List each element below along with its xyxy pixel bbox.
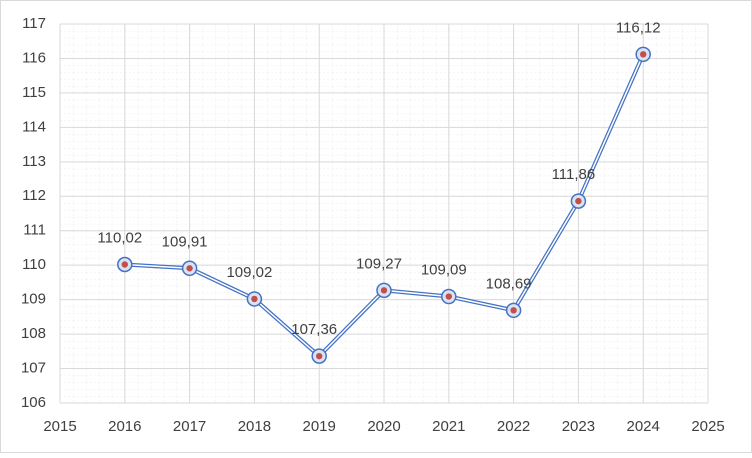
marker-dot — [445, 293, 452, 300]
x-tick-label: 2025 — [691, 418, 724, 435]
y-tick-label: 114 — [22, 118, 46, 135]
marker-dot — [380, 287, 388, 294]
x-tick-label: 2024 — [627, 418, 660, 435]
y-tick-label: 110 — [22, 256, 46, 273]
x-tick-label: 2019 — [303, 418, 336, 435]
data-label: 111,86 — [552, 166, 596, 183]
data-label: 109,27 — [356, 255, 402, 272]
x-tick-label: 2016 — [108, 418, 141, 435]
x-tick-label: 2017 — [173, 418, 206, 435]
marker-dot — [640, 51, 647, 58]
y-tick-label: 113 — [22, 153, 46, 170]
marker-dot — [510, 307, 517, 314]
y-tick-label: 109 — [21, 291, 46, 308]
y-tick-label: 115 — [22, 84, 46, 101]
data-label: 108,69 — [486, 275, 532, 292]
x-tick-label: 2022 — [497, 418, 530, 435]
data-label: 107,36 — [291, 321, 337, 338]
y-tick-label: 111 — [23, 222, 46, 239]
y-tick-label: 112 — [22, 187, 46, 204]
marker-dot — [575, 197, 582, 205]
y-tick-label: 107 — [21, 360, 46, 377]
marker-dot — [121, 261, 128, 268]
x-tick-label: 2018 — [238, 418, 271, 435]
marker-dot — [251, 295, 258, 303]
y-tick-label: 116 — [22, 49, 46, 66]
data-label: 109,02 — [226, 264, 272, 281]
data-label: 109,91 — [162, 233, 208, 250]
y-tick-label: 108 — [21, 325, 46, 342]
marker-dot — [316, 352, 323, 360]
x-tick-label: 2021 — [432, 418, 465, 435]
data-label: 110,02 — [97, 229, 142, 246]
data-label: 109,09 — [421, 262, 467, 279]
y-tick-label: 106 — [21, 394, 46, 411]
x-tick-label: 2015 — [43, 418, 76, 435]
y-tick-label: 117 — [22, 15, 46, 32]
x-tick-label: 2023 — [562, 418, 595, 435]
marker-dot — [186, 265, 193, 272]
data-label: 116,12 — [616, 19, 661, 36]
x-tick-label: 2020 — [367, 418, 400, 435]
